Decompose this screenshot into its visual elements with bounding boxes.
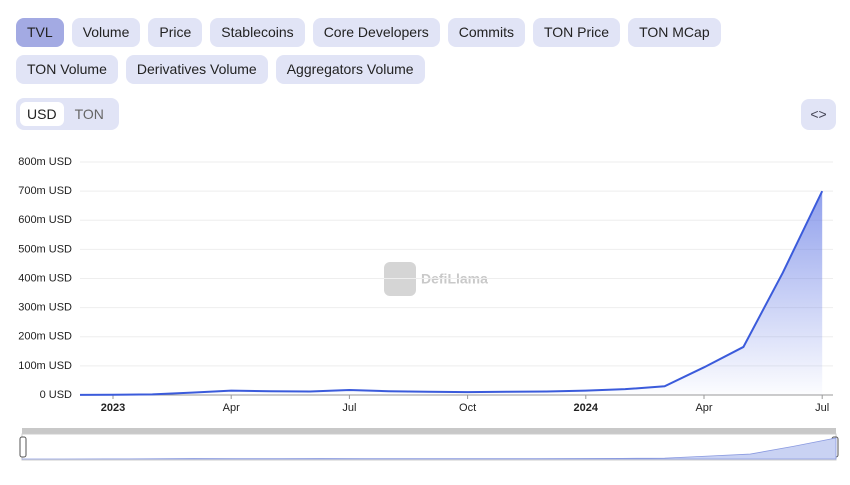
tab[interactable]: Price [148, 18, 203, 47]
y-tick-label: 200m USD [18, 331, 72, 343]
embed-button[interactable]: <> [801, 99, 836, 130]
tab[interactable]: TON Price [532, 18, 621, 47]
y-tick-label: 300m USD [18, 302, 72, 314]
y-tick-label: 0 USD [40, 389, 72, 401]
y-tick-label: 100m USD [18, 360, 72, 372]
x-tick-label: Apr [223, 402, 240, 414]
y-tick-label: 800m USD [18, 156, 72, 168]
tab[interactable]: Core Developers [312, 18, 440, 47]
tab[interactable]: Volume [71, 18, 141, 47]
tab[interactable]: TON Volume [16, 55, 118, 84]
x-tick-label: 2024 [574, 402, 599, 414]
brush-area [21, 437, 837, 460]
currency-option[interactable]: TON [74, 106, 104, 122]
x-tick-label: Jul [815, 402, 829, 414]
y-tick-label: 500m USD [18, 243, 72, 255]
line [79, 190, 824, 396]
currency-option[interactable]: USD [20, 102, 64, 126]
x-tick-label: Apr [695, 402, 712, 414]
x-tick-label: Jul [342, 402, 356, 414]
brush-bar[interactable] [22, 428, 836, 434]
y-tick-label: 400m USD [18, 272, 72, 284]
y-tick-label: 600m USD [18, 214, 72, 226]
tab[interactable]: TON MCap [628, 18, 721, 47]
y-tick-label: 700m USD [18, 185, 72, 197]
area [80, 191, 823, 395]
currency-toggle: USD TON [16, 98, 119, 130]
tab[interactable]: Stablecoins [210, 18, 305, 47]
x-tick-label: Oct [459, 402, 476, 414]
tab[interactable]: Aggregators Volume [275, 55, 425, 84]
x-tick-label: 2023 [101, 402, 125, 414]
brush-handle[interactable] [19, 436, 27, 458]
tab[interactable]: Derivatives Volume [125, 55, 268, 84]
tab[interactable]: TVL [16, 18, 64, 47]
tab-bar: TVL Volume Price Stablecoins Core Developers… [16, 18, 816, 84]
tab[interactable]: Commits [447, 18, 525, 47]
